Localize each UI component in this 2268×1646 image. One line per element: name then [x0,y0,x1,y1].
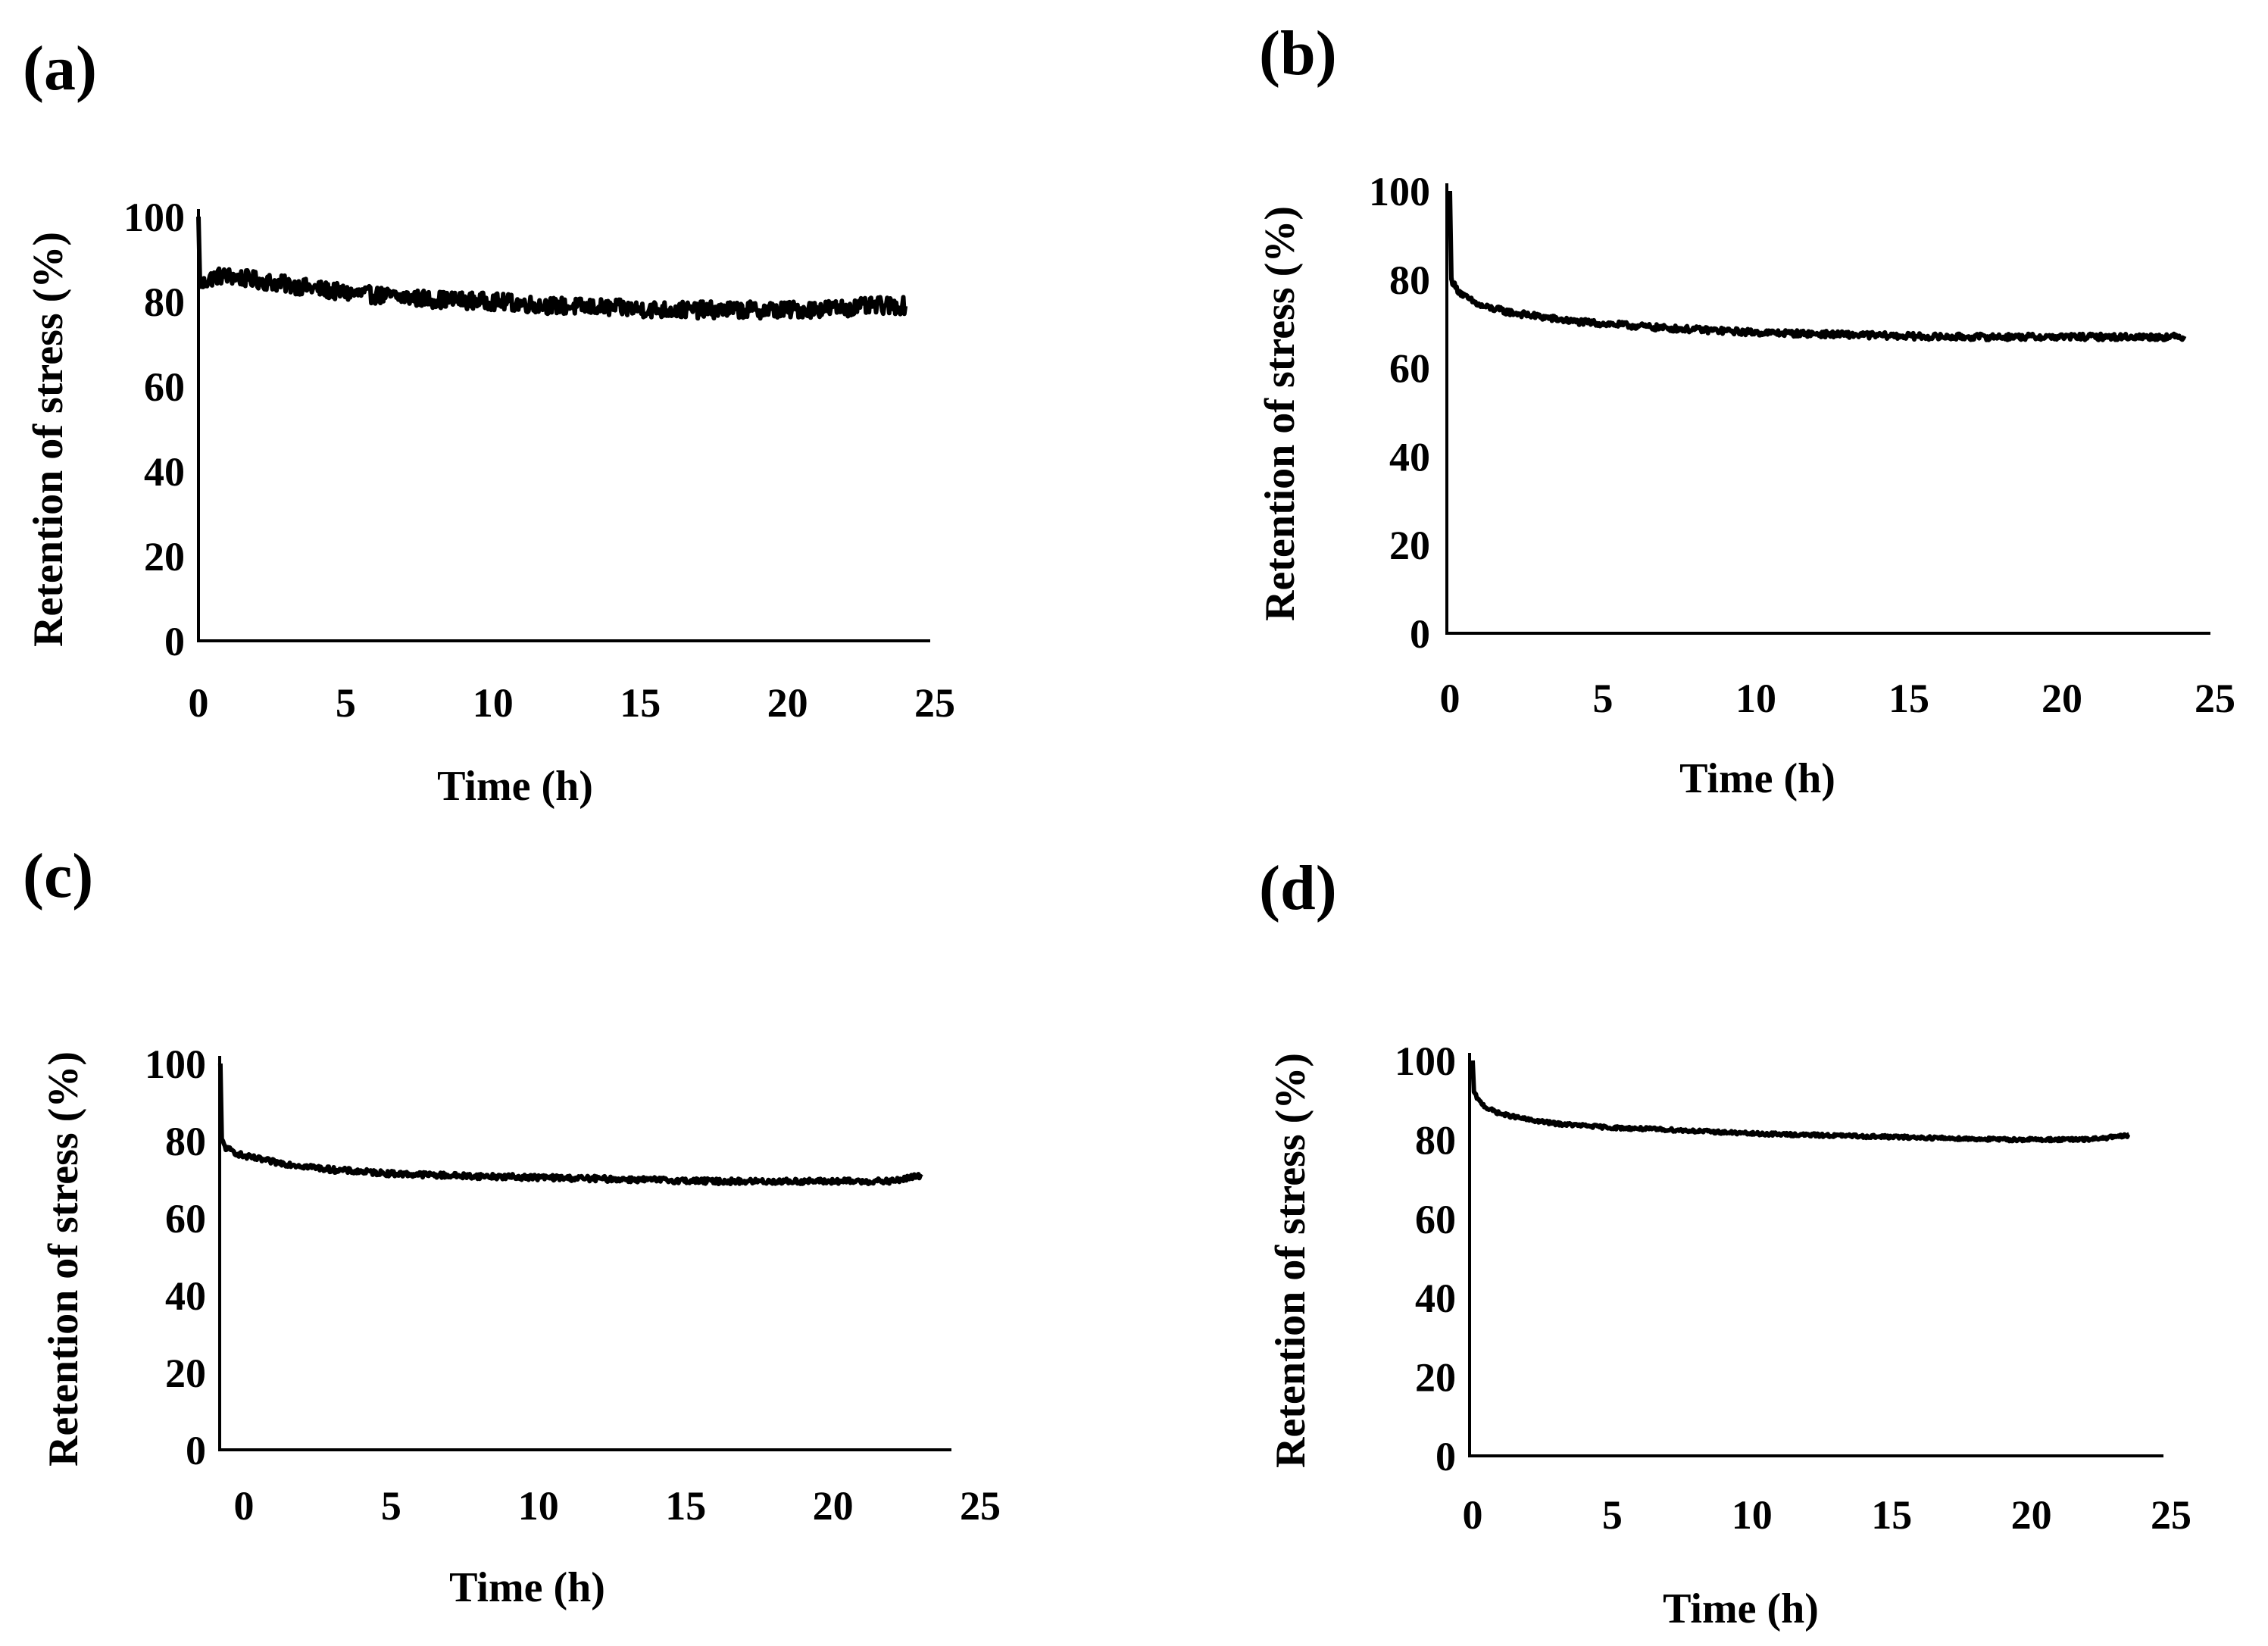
x-axis-title: Time (h) [449,1564,605,1611]
x-tick-label: 20 [2011,1492,2052,1538]
x-tick-label: 0 [189,680,209,726]
panel-label: (a) [23,33,97,104]
x-tick-label: 0 [1463,1492,1483,1538]
y-tick-label: 40 [165,1273,206,1319]
y-tick-label: 40 [1389,434,1430,479]
x-tick-label: 25 [914,680,955,726]
x-tick-label: 10 [518,1483,559,1529]
y-tick-label: 0 [1410,611,1430,657]
y-tick-label: 20 [1389,523,1430,568]
y-tick-label: 80 [1389,258,1430,303]
x-tick-label: 15 [665,1483,706,1529]
y-tick-label: 20 [165,1351,206,1396]
y-tick-label: 0 [1435,1434,1456,1479]
x-tick-label: 5 [336,680,356,726]
x-tick-label: 10 [1735,676,1776,721]
series-line-d [1470,1060,2131,1144]
x-tick-label: 15 [620,680,661,726]
chart-panel-d: (d) 0 20 40 60 80 100 0 5 10 15 20 25 Time (h) Retenti… [1259,853,2191,1632]
y-tick-label: 60 [1389,346,1430,392]
y-tick-label: 20 [1415,1355,1456,1401]
y-tick-label: 0 [164,619,185,664]
y-tick-label: 40 [144,449,185,495]
x-tick-label: 5 [1602,1492,1623,1538]
y-axis-title: Retention of stress (%) [1267,1053,1314,1468]
y-tick-label: 100 [1395,1039,1456,1084]
y-axis-title: Retention of stress (%) [40,1051,87,1466]
chart-panel-c: (c) 0 20 40 60 80 100 0 5 10 15 20 25 Time (h) Retenti… [23,841,1001,1611]
series-line-b [1448,190,2187,342]
series-line-c [217,1063,923,1186]
y-axis-title: Retention of stress (%) [25,232,72,647]
x-tick-label: 20 [767,680,808,726]
panel-label: (c) [23,841,93,911]
y-tick-label: 60 [1415,1197,1456,1242]
y-tick-label: 0 [186,1428,206,1473]
y-tick-label: 100 [145,1042,206,1087]
y-tick-label: 100 [123,195,185,240]
x-tick-label: 0 [234,1483,255,1529]
x-tick-label: 25 [960,1483,1001,1529]
x-tick-label: 20 [2042,676,2082,721]
y-tick-label: 20 [144,534,185,579]
x-axis-title: Time (h) [1663,1585,1819,1632]
y-tick-label: 60 [165,1196,206,1242]
y-tick-label: 60 [144,364,185,410]
x-tick-label: 25 [2151,1492,2191,1538]
x-axis-title: Time (h) [437,763,593,810]
x-tick-label: 0 [1440,676,1460,721]
x-tick-label: 5 [1593,676,1614,721]
series-line-a [196,216,908,321]
x-tick-label: 25 [2195,676,2235,721]
x-tick-label: 20 [813,1483,854,1529]
x-tick-label: 10 [1732,1492,1773,1538]
y-axis-title: Retention of stress (%) [1257,206,1304,621]
y-tick-label: 80 [165,1119,206,1164]
x-tick-label: 5 [381,1483,401,1529]
y-tick-label: 40 [1415,1276,1456,1321]
panel-label: (b) [1259,18,1337,89]
y-tick-label: 100 [1369,169,1430,214]
x-tick-label: 10 [473,680,514,726]
y-tick-label: 80 [1415,1117,1456,1163]
x-tick-label: 15 [1888,676,1929,721]
x-axis-title: Time (h) [1679,755,1835,802]
x-tick-label: 15 [1871,1492,1912,1538]
chart-panel-a: (a) 0 20 40 60 80 100 0 5 10 15 20 25 Time (h) Retenti… [23,33,955,810]
panel-label: (d) [1259,853,1337,923]
chart-panel-b: (b) 0 20 40 60 80 100 0 5 10 15 20 25 Time (h) Retenti… [1257,18,2235,802]
y-tick-label: 80 [144,280,185,325]
